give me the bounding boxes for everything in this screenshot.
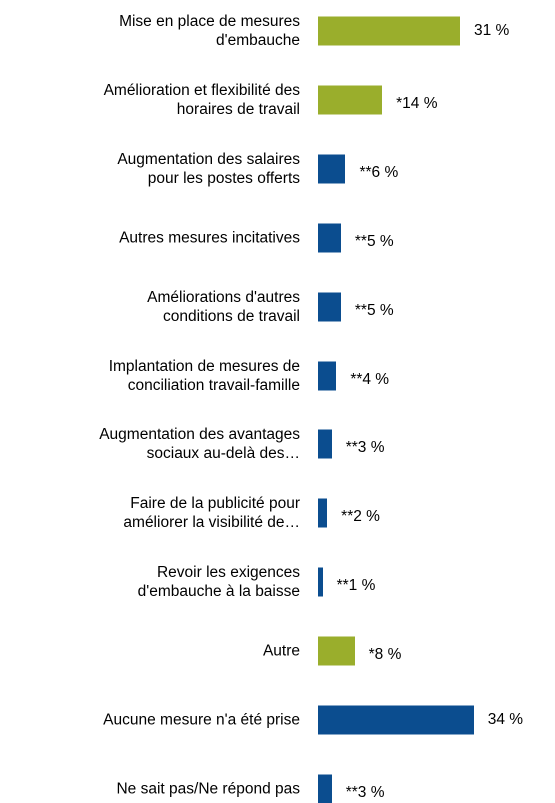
bar bbox=[318, 85, 383, 115]
bar bbox=[318, 292, 341, 322]
bar bbox=[318, 774, 332, 803]
bar bbox=[318, 636, 355, 666]
bar bbox=[318, 223, 341, 253]
value-label: **3 % bbox=[345, 783, 385, 801]
value-label: *8 % bbox=[368, 646, 402, 664]
value-label: **6 % bbox=[359, 163, 399, 181]
bar bbox=[318, 705, 474, 735]
value-label: **2 % bbox=[341, 508, 380, 526]
value-label: **5 % bbox=[354, 232, 394, 250]
value-label: **4 % bbox=[350, 370, 390, 388]
bar bbox=[318, 16, 460, 46]
category-label: Faire de la publicité pour améliorer la … bbox=[123, 495, 300, 532]
bar bbox=[318, 498, 328, 528]
value-label: **5 % bbox=[354, 301, 394, 319]
category-label: Autres mesures incitatives bbox=[119, 229, 300, 247]
bar bbox=[318, 154, 346, 184]
bar bbox=[318, 361, 337, 390]
value-label: **3 % bbox=[345, 439, 385, 457]
category-label: Ne sait pas/Ne répond pas bbox=[116, 780, 300, 798]
category-label: Aucune mesure n'a été prise bbox=[103, 711, 300, 729]
value-label: **1 % bbox=[336, 577, 376, 595]
value-label: 31 % bbox=[473, 22, 510, 39]
category-label: Implantation de mesures de conciliation … bbox=[108, 357, 300, 394]
bar bbox=[318, 429, 332, 459]
value-label: 34 % bbox=[487, 711, 524, 728]
category-label: Mise en place de mesures d'embauche bbox=[119, 13, 300, 49]
bar bbox=[318, 567, 323, 597]
category-label: Amélioration et flexibilité des horaires… bbox=[103, 81, 300, 118]
value-label: *14 % bbox=[396, 94, 438, 112]
category-label: Améliorations d'autres conditions de tra… bbox=[147, 288, 300, 325]
category-label: Autre bbox=[262, 642, 300, 660]
category-label: Augmentation des avantages sociaux au-de… bbox=[99, 426, 300, 463]
category-label: Revoir les exigences d'embauche à la bai… bbox=[137, 564, 300, 601]
category-label: Augmentation des salaires pour les poste… bbox=[117, 150, 300, 187]
